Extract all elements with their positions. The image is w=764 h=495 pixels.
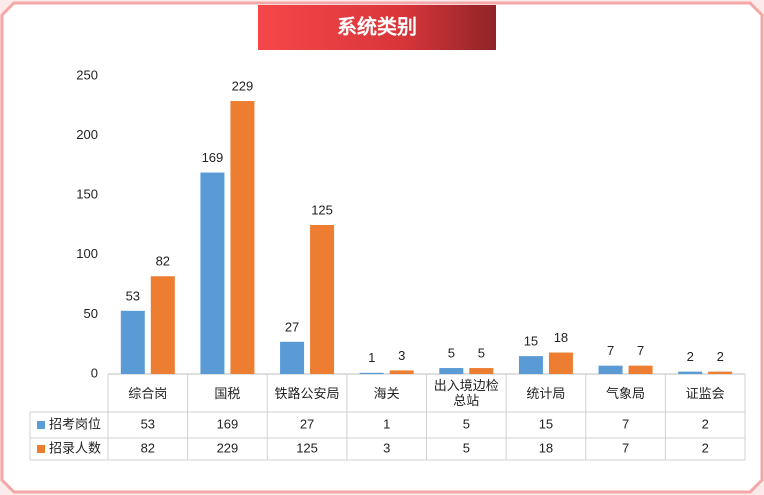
x-tick-label: 综合岗 — [128, 385, 168, 401]
table-value: 1 — [383, 416, 390, 431]
legend-swatch — [37, 445, 45, 453]
x-tick-label: 铁路公安局 — [274, 385, 340, 401]
x-tick-label: 出入境边检总站 — [433, 378, 499, 408]
bar — [439, 368, 464, 374]
data-label: 53 — [126, 288, 140, 303]
bar — [548, 352, 573, 374]
data-label: 2 — [717, 349, 724, 364]
x-tick-label-box: 海关 — [373, 385, 400, 401]
x-tick-label: 统计局 — [526, 385, 566, 401]
table-value: 2 — [702, 416, 709, 431]
legend-swatch — [37, 421, 45, 429]
table-value: 27 — [300, 416, 314, 431]
table-value: 125 — [296, 440, 318, 455]
title-banner — [258, 5, 496, 50]
data-label: 82 — [156, 254, 170, 269]
data-label: 5 — [448, 345, 455, 360]
bar — [280, 341, 305, 374]
data-label: 1 — [368, 350, 375, 365]
bar — [678, 371, 703, 374]
y-tick-label: 150 — [76, 187, 98, 202]
table-value: 7 — [622, 440, 629, 455]
data-label: 2 — [687, 349, 694, 364]
x-tick-label-box: 气象局 — [606, 385, 646, 401]
x-tick-label: 海关 — [373, 385, 400, 401]
table-value: 5 — [463, 416, 470, 431]
bar — [469, 368, 494, 374]
x-tick-label-box: 铁路公安局 — [274, 385, 340, 401]
data-label: 7 — [637, 343, 644, 358]
bar — [598, 365, 623, 374]
chart-title: 系统类别 — [337, 14, 417, 38]
y-tick-label: 50 — [84, 306, 98, 321]
table-value: 3 — [383, 440, 390, 455]
data-label: 27 — [285, 319, 299, 334]
x-tick-label-box: 国税 — [214, 385, 241, 401]
table-value: 82 — [141, 440, 155, 455]
bar — [359, 372, 384, 374]
bar — [518, 356, 543, 374]
table-value: 169 — [217, 416, 239, 431]
bar — [200, 172, 225, 374]
x-tick-label-box: 统计局 — [526, 385, 566, 401]
y-tick-label: 200 — [76, 127, 98, 142]
data-label: 125 — [311, 202, 333, 217]
bar — [708, 371, 733, 374]
y-tick-label: 0 — [91, 365, 98, 380]
data-label: 15 — [524, 334, 538, 349]
table-value: 7 — [622, 416, 629, 431]
bar — [120, 310, 145, 374]
data-label: 18 — [554, 330, 568, 345]
bar — [230, 101, 255, 375]
x-tick-label: 国税 — [214, 385, 241, 401]
table-value: 15 — [539, 416, 553, 431]
y-tick-label: 100 — [76, 246, 98, 261]
bar — [389, 370, 414, 374]
x-tick-label: 气象局 — [606, 385, 646, 401]
table-value: 18 — [539, 440, 553, 455]
data-label: 7 — [607, 343, 614, 358]
legend-label: 招考岗位 — [49, 416, 101, 431]
table-value: 53 — [141, 416, 155, 431]
x-tick-label-box: 出入境边检总站 — [433, 378, 499, 408]
data-label: 229 — [232, 78, 254, 93]
bar — [310, 225, 335, 374]
table-value: 229 — [217, 440, 239, 455]
x-tick-label: 证监会 — [685, 385, 725, 401]
y-tick-label: 250 — [76, 67, 98, 82]
data-label: 5 — [478, 345, 485, 360]
legend-label: 招录人数 — [49, 440, 101, 455]
data-label: 169 — [202, 150, 224, 165]
bar — [628, 365, 653, 374]
bar — [150, 276, 175, 374]
table-value: 2 — [702, 440, 709, 455]
table-value: 5 — [463, 440, 470, 455]
x-tick-label-box: 证监会 — [685, 385, 725, 401]
data-label: 3 — [398, 348, 405, 363]
x-tick-label-box: 综合岗 — [128, 385, 168, 401]
